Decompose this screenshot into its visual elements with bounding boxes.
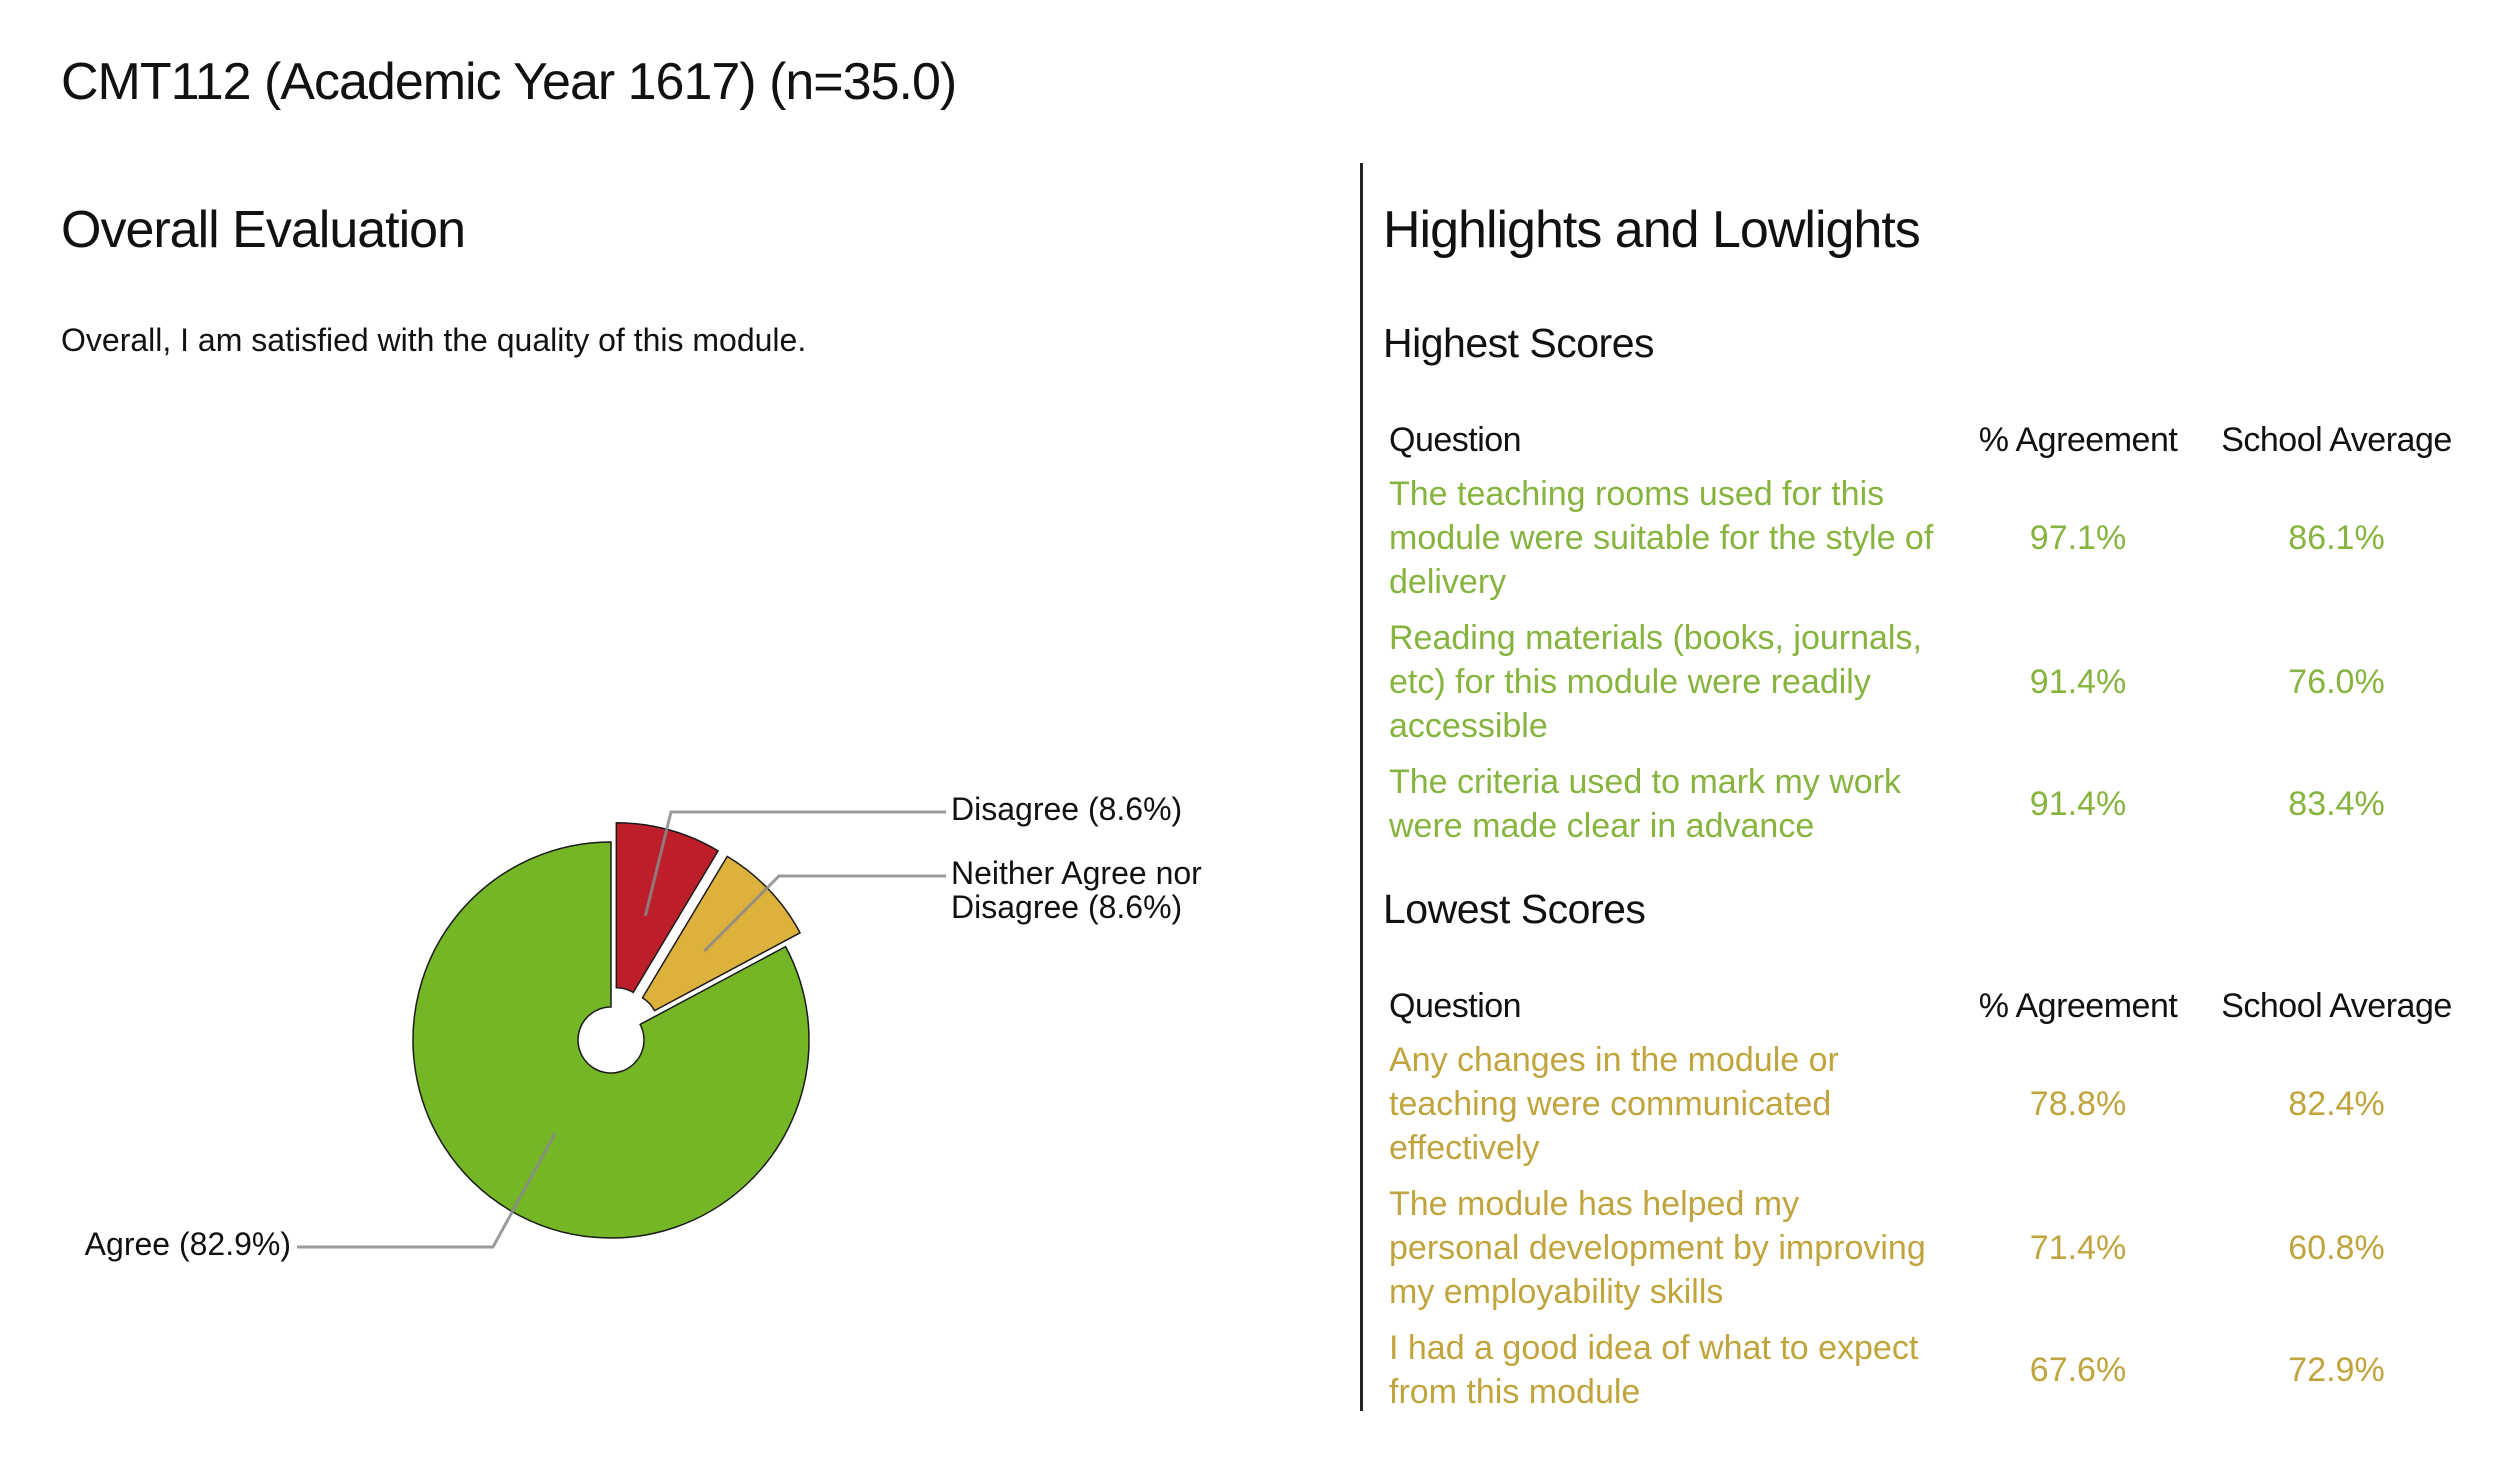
leader-line xyxy=(643,810,946,917)
question-cell: I had a good idea of what to expect from… xyxy=(1389,1329,1919,1411)
agreement-column-header: % Agreement xyxy=(1978,987,2178,1025)
agreement-cell: 71.4% xyxy=(2029,1229,2127,1267)
question-cell: Any changes in the module or teaching we… xyxy=(1389,1041,1839,1167)
slice-label: Neither Agree nor Disagree (8.6%) xyxy=(951,855,1202,925)
agreement-cell: 91.4% xyxy=(2029,785,2127,823)
agreement-cell: 97.1% xyxy=(2029,519,2127,557)
pie-slice-agree xyxy=(412,841,810,1239)
highest-scores-section: Highest Scores Question % Agreement Scho… xyxy=(1383,320,2460,856)
question-cell: The teaching rooms used for this module … xyxy=(1389,475,1934,601)
school-average-column-header: School Average xyxy=(2221,987,2452,1025)
highlights-heading: Highlights and Lowlights xyxy=(1383,201,1921,259)
table-header-row: Question % Agreement School Average xyxy=(1383,417,2460,468)
school-average-cell: 60.8% xyxy=(2288,1229,2385,1267)
highest-scores-table: Question % Agreement School Average The … xyxy=(1383,417,2460,856)
column-divider xyxy=(1360,163,1363,1411)
agreement-column-header: % Agreement xyxy=(1978,421,2178,459)
agreement-cell: 78.8% xyxy=(2029,1085,2127,1123)
lowest-scores-table: Question % Agreement School Average Any … xyxy=(1383,983,2460,1422)
question-cell: The criteria used to mark my work were m… xyxy=(1389,763,1902,845)
table-row: The criteria used to mark my work were m… xyxy=(1383,756,2460,856)
table-row: The module has helped my personal develo… xyxy=(1383,1178,2460,1322)
pie-slice-disagree xyxy=(615,821,720,994)
highest-scores-title: Highest Scores xyxy=(1383,320,1655,366)
school-average-column-header: School Average xyxy=(2221,421,2452,459)
question-cell: The module has helped my personal develo… xyxy=(1389,1185,1926,1311)
overall-evaluation-panel: Overall Evaluation Overall, I am satisfi… xyxy=(61,200,1321,1262)
highlights-panel: Highlights and Lowlights Highest Scores … xyxy=(1383,200,2463,1411)
school-average-cell: 83.4% xyxy=(2288,785,2385,823)
overall-evaluation-heading: Overall Evaluation xyxy=(61,201,466,259)
lowest-scores-section: Lowest Scores Question % Agreement Schoo… xyxy=(1383,886,2460,1422)
school-average-cell: 72.9% xyxy=(2288,1351,2385,1389)
school-average-cell: 86.1% xyxy=(2288,519,2385,557)
table-row: Reading materials (books, journals, etc)… xyxy=(1383,612,2460,756)
leader-line xyxy=(703,874,946,953)
table-row: The teaching rooms used for this module … xyxy=(1383,468,2460,612)
table-row: Any changes in the module or teaching we… xyxy=(1383,1034,2460,1178)
overall-question: Overall, I am satisfied with the quality… xyxy=(61,322,807,358)
table-row: I had a good idea of what to expect from… xyxy=(1383,1322,2460,1422)
leader-line xyxy=(297,1132,557,1249)
question-column-header: Question xyxy=(1389,987,1522,1025)
question-column-header: Question xyxy=(1389,421,1522,459)
page-title: CMT112 (Academic Year 1617) (n=35.0) xyxy=(61,53,957,111)
slice-label: Agree (82.9%) xyxy=(85,1226,291,1262)
school-average-cell: 82.4% xyxy=(2288,1085,2385,1123)
school-average-cell: 76.0% xyxy=(2288,663,2385,701)
agreement-cell: 91.4% xyxy=(2029,663,2127,701)
agreement-cell: 67.6% xyxy=(2029,1351,2127,1389)
lowest-scores-title: Lowest Scores xyxy=(1383,886,1646,932)
question-cell: Reading materials (books, journals, etc)… xyxy=(1389,619,1922,745)
pie-chart: Disagree (8.6%) Neither Agree nor Disagree… xyxy=(85,791,1202,1262)
slice-label: Disagree (8.6%) xyxy=(951,791,1182,827)
table-header-row: Question % Agreement School Average xyxy=(1383,983,2460,1034)
